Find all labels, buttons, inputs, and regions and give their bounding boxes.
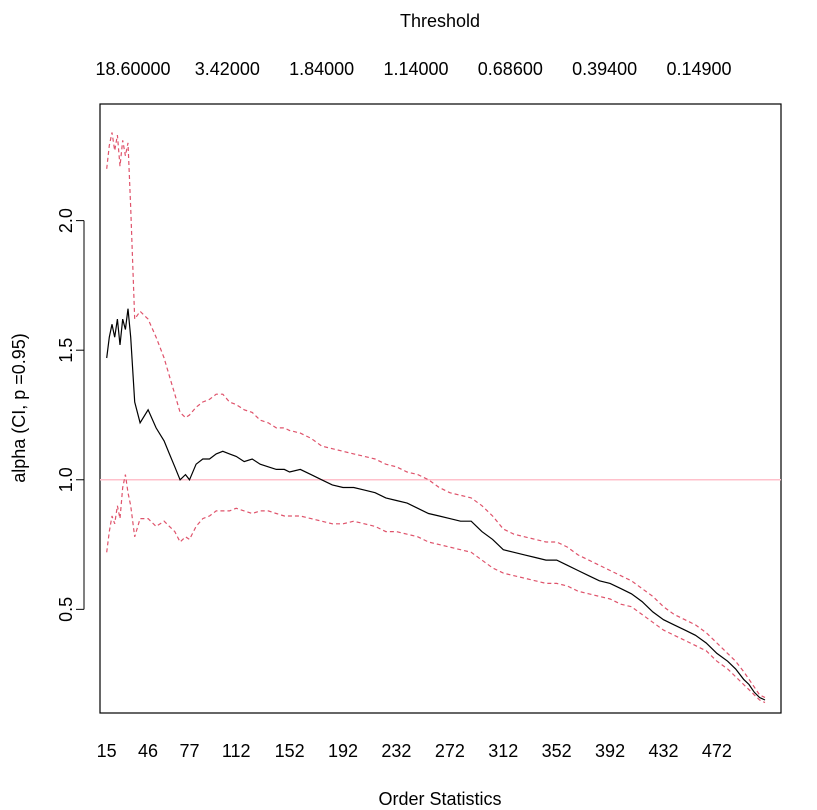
upper-ci-line — [106, 132, 766, 699]
top-tick-label: 1.14000 — [383, 59, 448, 79]
top-tick-label: 0.14900 — [666, 59, 731, 79]
x-tick-label: 432 — [648, 741, 678, 761]
x-tick-label: 46 — [138, 741, 158, 761]
plot-frame — [99, 103, 782, 714]
x-tick-label: 272 — [435, 741, 465, 761]
x-tick-label: 312 — [488, 741, 518, 761]
top-tick-label: 3.42000 — [195, 59, 260, 79]
y-tick-label: 1.0 — [56, 467, 76, 492]
y-tick-label: 2.0 — [56, 208, 76, 233]
lower-ci-line — [106, 474, 766, 704]
x-tick-label: 152 — [275, 741, 305, 761]
top-tick-label: 0.68600 — [478, 59, 543, 79]
top-tick-label: 0.39400 — [572, 59, 637, 79]
y-tick-label: 0.5 — [56, 597, 76, 622]
x-axis-title: Order Statistics — [378, 789, 501, 809]
top-tick-label: 18.60000 — [95, 59, 170, 79]
x-tick-label: 15 — [97, 741, 117, 761]
y-axis: 0.5 1.0 1.5 2.0 — [56, 208, 85, 622]
y-axis-title: alpha (CI, p =0.95) — [9, 333, 29, 483]
top-axis-title: Threshold — [400, 11, 480, 31]
top-threshold-axis: 18.60000 3.42000 1.84000 1.14000 0.68600 0.39… — [95, 59, 731, 79]
x-tick-label: 112 — [222, 741, 251, 761]
x-tick-label: 352 — [542, 741, 572, 761]
y-tick-label: 1.5 — [56, 338, 76, 363]
x-tick-label: 472 — [702, 741, 732, 761]
estimate-line — [106, 308, 766, 701]
top-tick-label: 1.84000 — [289, 59, 354, 79]
x-tick-label: 192 — [328, 741, 358, 761]
x-tick-label: 392 — [595, 741, 625, 761]
x-tick-label: 232 — [381, 741, 411, 761]
x-axis: 15 46 77 112 152 192 232 272 312 352 392 432 472 — [97, 741, 732, 761]
x-tick-label: 77 — [179, 741, 199, 761]
